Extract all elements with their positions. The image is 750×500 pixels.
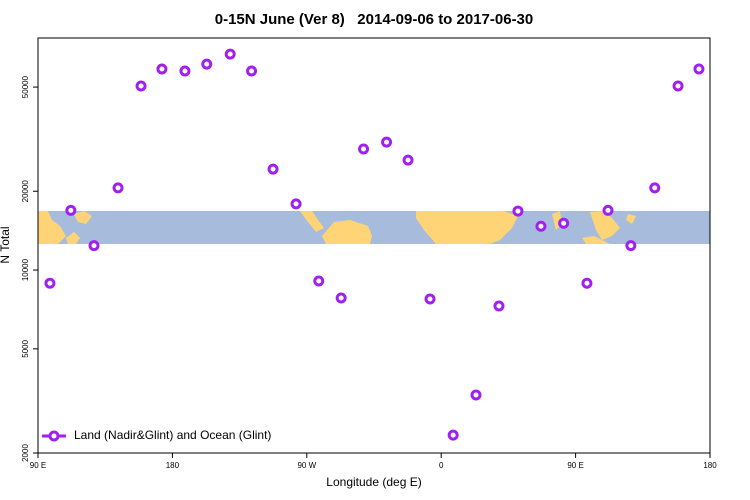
data-point xyxy=(424,293,436,305)
legend-marker xyxy=(48,430,60,442)
data-point xyxy=(625,240,637,252)
plot-frame xyxy=(37,37,711,454)
data-point xyxy=(246,65,258,77)
data-point xyxy=(470,389,482,401)
y-tick-label: 2000 xyxy=(21,444,30,462)
data-point xyxy=(381,136,393,148)
x-tick-label: 0 xyxy=(439,461,444,470)
data-point xyxy=(581,277,593,289)
x-tick-label: 90 E xyxy=(567,461,583,470)
y-axis-label: N Total xyxy=(0,226,12,263)
data-point xyxy=(512,205,524,217)
x-tick-label: 90 E xyxy=(30,461,46,470)
data-point xyxy=(672,80,684,92)
x-axis-label: Longitude (deg E) xyxy=(326,475,421,489)
data-point xyxy=(290,198,302,210)
data-point xyxy=(447,429,459,441)
map-band xyxy=(38,211,710,244)
data-point xyxy=(135,80,147,92)
data-point xyxy=(44,277,56,289)
data-point xyxy=(535,220,547,232)
x-tick-label: 90 W xyxy=(297,461,316,470)
legend-label: Land (Nadir&Glint) and Ocean (Glint) xyxy=(74,428,271,442)
data-point xyxy=(65,204,77,216)
data-point xyxy=(402,154,414,166)
data-point xyxy=(649,182,661,194)
data-point xyxy=(358,143,370,155)
y-tick-label: 50000 xyxy=(21,75,30,98)
chart-title: 0-15N June (Ver 8) 2014-09-06 to 2017-06… xyxy=(215,11,534,28)
x-tick-label: 180 xyxy=(703,461,717,470)
data-point xyxy=(313,275,325,287)
y-tick-label: 20000 xyxy=(21,180,30,203)
y-tick-label: 10000 xyxy=(21,258,30,281)
data-point xyxy=(335,292,347,304)
x-tick-label: 180 xyxy=(166,461,180,470)
data-point xyxy=(224,48,236,60)
y-tick-label: 5000 xyxy=(21,339,30,357)
data-point xyxy=(493,300,505,312)
data-point xyxy=(179,65,191,77)
data-point xyxy=(156,63,168,75)
data-point xyxy=(112,182,124,194)
data-point xyxy=(602,204,614,216)
data-point xyxy=(88,240,100,252)
data-point xyxy=(267,163,279,175)
data-point xyxy=(693,63,705,75)
data-point xyxy=(558,217,570,229)
data-point xyxy=(201,58,213,70)
